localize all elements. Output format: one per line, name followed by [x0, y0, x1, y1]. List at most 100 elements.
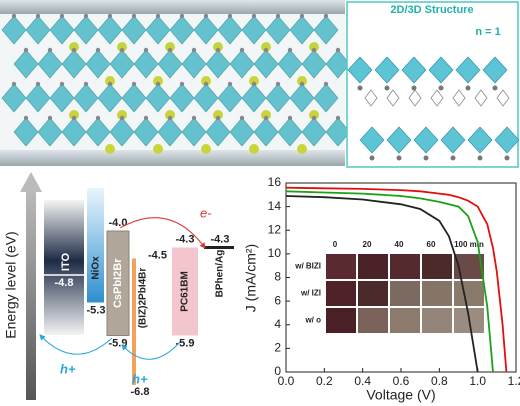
inset-column-label: 20 — [363, 240, 372, 249]
organic-spacer — [364, 89, 378, 107]
electron-arrow — [119, 217, 206, 249]
octahedron — [241, 83, 267, 113]
bottom-slab — [0, 150, 345, 166]
atom — [323, 81, 329, 87]
cation — [165, 42, 175, 52]
octahedron — [428, 56, 454, 84]
octahedron — [289, 15, 315, 45]
organic-spacer — [474, 89, 488, 107]
octahedron — [13, 49, 39, 79]
inset-photo — [326, 308, 356, 333]
energy-arrow-shaft — [26, 190, 36, 400]
atom — [95, 47, 101, 53]
layer-name: ITO — [60, 252, 72, 271]
atom — [287, 47, 293, 53]
energy-arrow-head — [20, 172, 42, 192]
cation — [249, 144, 259, 154]
octahedron — [494, 126, 520, 154]
x-tick-label: 1.2 — [508, 374, 520, 388]
atom — [335, 47, 341, 53]
octahedron — [193, 15, 219, 45]
inset-photo — [454, 281, 484, 306]
inset-photo — [358, 254, 388, 279]
atom — [465, 85, 471, 91]
octahedron — [193, 83, 219, 113]
structure-title: 2D/3D Structure — [390, 4, 473, 16]
octahedron — [217, 15, 243, 45]
hole-arrow — [121, 341, 181, 360]
atom — [71, 115, 77, 121]
cation — [153, 76, 163, 86]
x-tick-label: 0.6 — [393, 374, 410, 388]
octahedron — [482, 56, 508, 84]
atom — [251, 13, 257, 19]
atom — [179, 81, 185, 87]
atom — [227, 81, 233, 87]
octahedron — [301, 117, 327, 147]
atom — [179, 13, 185, 19]
octahedron — [467, 126, 493, 154]
atom — [155, 81, 161, 87]
octahedron — [37, 117, 63, 147]
atom — [357, 85, 363, 91]
atom — [263, 115, 269, 121]
inset-photo — [326, 254, 356, 279]
organic-spacer — [430, 89, 444, 107]
energy-value: -4.3 — [176, 233, 195, 245]
atom — [411, 85, 417, 91]
inset-photo — [358, 308, 388, 333]
atom — [155, 13, 161, 19]
layer-bar — [172, 247, 198, 336]
octahedron — [169, 15, 195, 45]
octahedron — [229, 49, 255, 79]
cation — [105, 144, 115, 154]
inset-photo — [390, 281, 420, 306]
y-axis-label: J (mA/cm²) — [243, 244, 259, 312]
atom — [335, 115, 341, 121]
octahedron — [121, 83, 147, 113]
energy-value: -6.8 — [131, 386, 150, 398]
octahedron — [121, 15, 147, 45]
octahedron — [205, 49, 231, 79]
layer-bar — [87, 188, 104, 303]
inset-row-label: w/ BIZI — [294, 262, 321, 271]
octahedron — [157, 117, 183, 147]
octahedron — [97, 83, 123, 113]
atom — [396, 155, 402, 161]
atom — [11, 13, 17, 19]
octahedron — [145, 83, 171, 113]
octahedron — [374, 56, 400, 84]
cation — [309, 42, 319, 52]
atom — [423, 155, 429, 161]
layer-name: BPhen/Ag — [215, 250, 226, 298]
inset-column-label: 40 — [395, 240, 404, 249]
y-tick-label: 12 — [268, 222, 282, 236]
octahedron — [265, 83, 291, 113]
atom — [167, 115, 173, 121]
octahedron — [325, 117, 351, 147]
atom — [143, 115, 149, 121]
layer-name: (BIZ)2PbI4Br — [138, 268, 149, 329]
atom — [227, 13, 233, 19]
octahedron — [73, 83, 99, 113]
hole-arrow — [39, 334, 113, 355]
atom — [323, 13, 329, 19]
x-tick-label: 0.0 — [278, 374, 295, 388]
atom — [384, 85, 390, 91]
inset-row-label: w/ IZI — [300, 289, 321, 298]
energy-value: -4.5 — [148, 249, 167, 261]
crystal-lattice — [1, 13, 351, 154]
inset-column-label: 60 — [427, 240, 436, 249]
octahedron — [109, 49, 135, 79]
octahedron — [359, 126, 385, 154]
cation — [261, 110, 271, 120]
inset-photo — [390, 254, 420, 279]
cation — [153, 144, 163, 154]
octahedron — [347, 56, 373, 84]
atom — [167, 47, 173, 53]
atom — [11, 81, 17, 87]
octahedron — [313, 15, 339, 45]
cation — [117, 110, 127, 120]
octahedron — [73, 15, 99, 45]
